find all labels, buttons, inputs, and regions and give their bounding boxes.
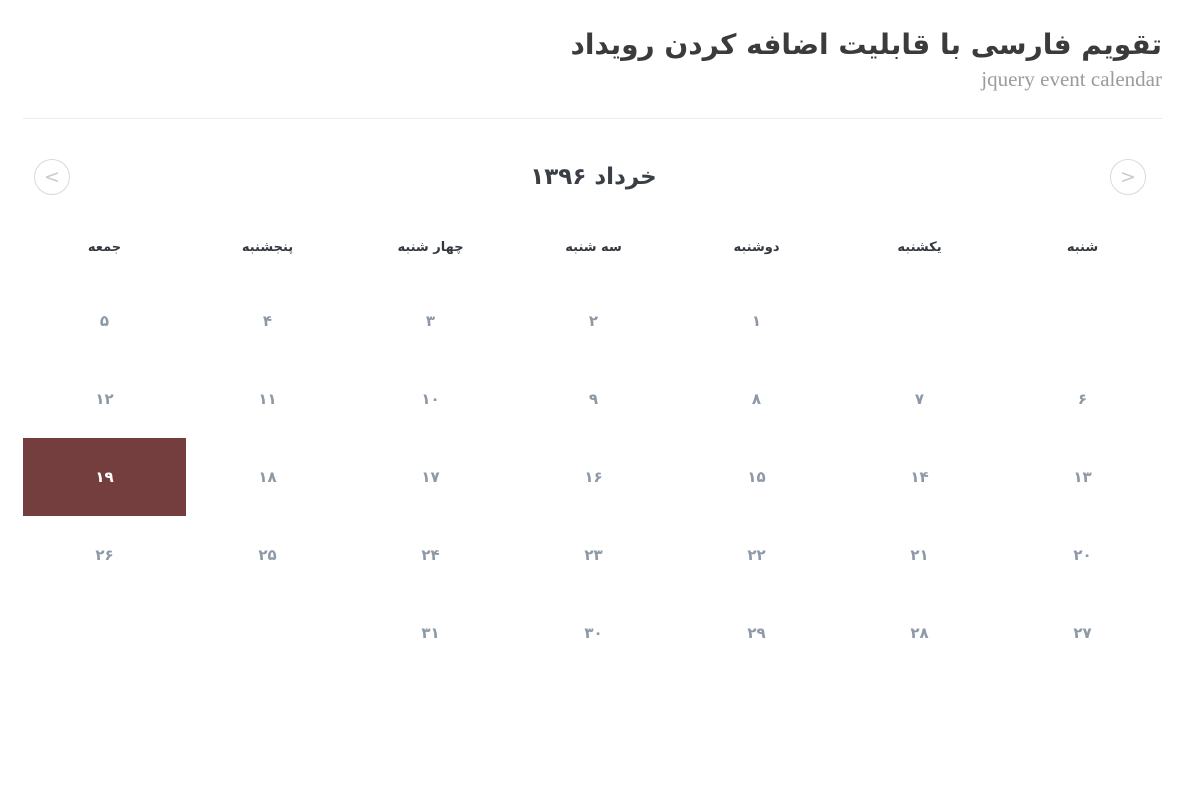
day-cell[interactable]: ۱۲ <box>95 390 114 408</box>
day-cell[interactable]: ۸ <box>751 390 762 408</box>
day-cell[interactable]: ۲۹ <box>747 624 766 642</box>
day-cell[interactable]: ۲۱ <box>910 546 929 564</box>
page-header: تقویم فارسی با قابلیت اضافه کردن رویداد … <box>0 0 1179 94</box>
day-cell[interactable]: ۷ <box>914 390 925 408</box>
day-cell[interactable]: ۱۶ <box>584 468 603 486</box>
chevron-left-icon: < <box>44 165 60 188</box>
week-row: ۲۷ ۲۸ ۲۹ ۳۰ ۳۱ <box>23 594 1164 672</box>
prev-month-button[interactable]: < <box>34 159 70 195</box>
day-cell[interactable]: ۲۴ <box>421 546 440 564</box>
day-cell[interactable]: ۲۳ <box>584 546 603 564</box>
week-row: ۶ ۷ ۸ ۹ ۱۰ ۱۱ ۱۲ <box>23 360 1164 438</box>
month-title: خرداد ۱۳۹۶ <box>530 164 657 190</box>
day-cell[interactable]: ۱ <box>751 312 762 330</box>
day-cell-selected[interactable]: ۱۹ <box>23 438 186 516</box>
day-cell[interactable]: ۱۵ <box>747 468 766 486</box>
day-cell[interactable]: ۴ <box>262 312 273 330</box>
day-cell <box>23 594 186 672</box>
weekday-yekshanbe: یکشنبه <box>897 240 942 255</box>
day-cell[interactable]: ۳۰ <box>584 624 603 642</box>
day-cell[interactable]: ۲۰ <box>1073 546 1092 564</box>
weekday-chaharshanbe: چهار شنبه <box>397 240 464 255</box>
day-cell[interactable]: ۱۸ <box>258 468 277 486</box>
weekday-shanbe: شنبه <box>1066 240 1099 255</box>
day-cell <box>186 594 349 672</box>
day-cell[interactable]: ۶ <box>1077 390 1088 408</box>
day-cell[interactable]: ۱۳ <box>1073 468 1092 486</box>
weekday-doshanbe: دوشنبه <box>733 240 780 255</box>
day-cell[interactable]: ۹ <box>588 390 599 408</box>
page-subtitle: jquery event calendar <box>981 67 1162 91</box>
weekday-jome: جمعه <box>87 240 122 255</box>
chevron-right-icon: > <box>1120 165 1136 188</box>
day-cell[interactable]: ۳ <box>425 312 436 330</box>
next-month-button[interactable]: > <box>1110 159 1146 195</box>
weekday-seshanbe: سه شنبه <box>565 240 622 255</box>
day-cell[interactable]: ۱۴ <box>910 468 929 486</box>
day-cell[interactable]: ۲۷ <box>1073 624 1092 642</box>
day-cell[interactable]: ۲ <box>588 312 599 330</box>
day-cell[interactable]: ۱۱ <box>258 390 277 408</box>
week-row: ۱ ۲ ۳ ۴ ۵ <box>23 282 1164 360</box>
day-cell[interactable]: ۳۱ <box>421 624 440 642</box>
header-divider <box>23 118 1162 119</box>
weekday-header-row: شنبه یکشنبه دوشنبه سه شنبه چهار شنبه پنج… <box>23 213 1164 282</box>
day-cell[interactable]: ۲۲ <box>747 546 766 564</box>
day-cell <box>1001 282 1164 360</box>
day-cell[interactable]: ۱۷ <box>421 468 440 486</box>
calendar-header: < خرداد ۱۳۹۶ > <box>23 141 1164 213</box>
day-cell[interactable]: ۱۰ <box>421 390 440 408</box>
day-cell[interactable]: ۲۸ <box>910 624 929 642</box>
day-cell[interactable]: ۲۵ <box>258 546 277 564</box>
day-cell[interactable]: ۵ <box>99 312 110 330</box>
weekday-panjshanbe: پنجشنبه <box>241 240 294 255</box>
page-title: تقویم فارسی با قابلیت اضافه کردن رویداد <box>570 28 1162 61</box>
day-cell[interactable]: ۲۶ <box>95 546 114 564</box>
day-cell <box>838 282 1001 360</box>
week-row: ۱۳ ۱۴ ۱۵ ۱۶ ۱۷ ۱۸ ۱۹ <box>23 438 1164 516</box>
week-row: ۲۰ ۲۱ ۲۲ ۲۳ ۲۴ ۲۵ ۲۶ <box>23 516 1164 594</box>
